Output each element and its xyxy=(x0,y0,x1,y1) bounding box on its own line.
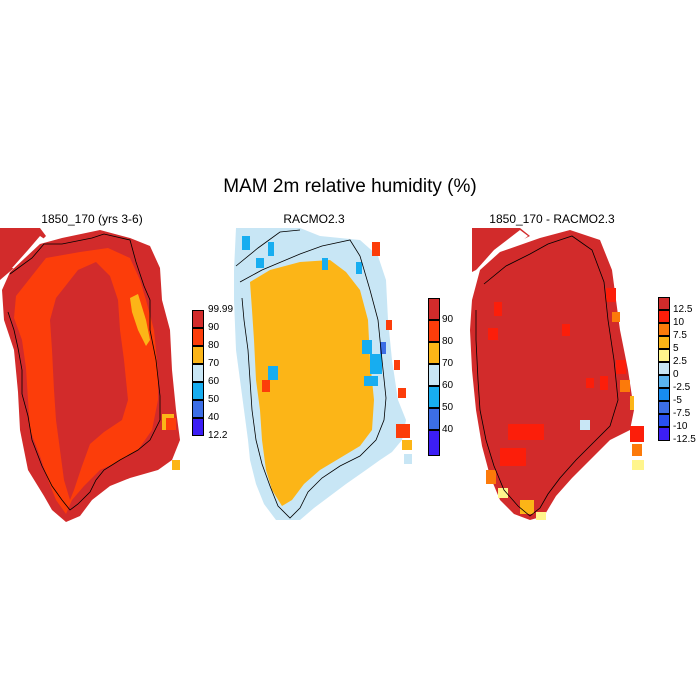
colorbar-3-bin xyxy=(658,388,670,401)
colorbar-2-bin xyxy=(428,342,440,364)
colorbar-1-label: 40 xyxy=(208,412,220,423)
colorbar-1-bin xyxy=(192,310,204,328)
colorbar-2-bin xyxy=(428,320,440,342)
colorbar-3-bin xyxy=(658,310,670,323)
colorbar-1-label: 60 xyxy=(208,376,220,387)
colorbar-2-bin xyxy=(428,298,440,320)
colorbar-3-bin xyxy=(658,427,670,441)
colorbar-2-label: 70 xyxy=(442,358,454,369)
panel-2-map xyxy=(234,228,412,520)
colorbar-2-label: 60 xyxy=(442,380,454,391)
colorbar-3-bin xyxy=(658,362,670,375)
colorbar-1-bin xyxy=(192,382,204,400)
colorbar-3-label: -5 xyxy=(673,395,682,406)
colorbar-3-label: -12.5 xyxy=(673,434,696,445)
colorbar-1-label: 70 xyxy=(208,358,220,369)
colorbar-3-bin xyxy=(658,323,670,336)
colorbar-3-label: 12.5 xyxy=(673,304,693,315)
colorbar-1-label: 80 xyxy=(208,340,220,351)
colorbar-3-bin xyxy=(658,349,670,362)
colorbar-1-label: 12.2 xyxy=(208,430,228,441)
colorbar-3-label: 2.5 xyxy=(673,356,687,367)
colorbar-2-label: 80 xyxy=(442,336,454,347)
colorbar-1-label: 99.99 xyxy=(208,304,234,315)
colorbar-3-bin xyxy=(658,401,670,414)
colorbar-3-label: -2.5 xyxy=(673,382,691,393)
colorbar-3-label: -10 xyxy=(673,421,688,432)
panel-2-title: RACMO2.3 xyxy=(283,212,345,226)
panel-3-map xyxy=(470,228,644,520)
panel-1-map xyxy=(0,228,180,522)
colorbar-2-bin xyxy=(428,408,440,430)
colorbar-1-bin xyxy=(192,400,204,418)
colorbar-3-bin xyxy=(658,297,670,310)
colorbar-3-label: -7.5 xyxy=(673,408,691,419)
colorbar-3-label: 7.5 xyxy=(673,330,687,341)
colorbar-2-label: 90 xyxy=(442,314,454,325)
colorbar-1-bin xyxy=(192,364,204,382)
figure-title: MAM 2m relative humidity (%) xyxy=(223,176,477,197)
colorbar-1-label: 50 xyxy=(208,394,220,405)
panel-3-title: 1850_170 - RACMO2.3 xyxy=(489,212,615,226)
colorbar-2-bin xyxy=(428,386,440,408)
panel-1-title: 1850_170 (yrs 3-6) xyxy=(41,212,143,226)
colorbar-2-label: 40 xyxy=(442,424,454,435)
colorbar-2-bin xyxy=(428,430,440,456)
colorbar-3-bin xyxy=(658,336,670,349)
colorbar-3-label: 0 xyxy=(673,369,679,380)
colorbar-1-bin xyxy=(192,328,204,346)
colorbar-2-bin xyxy=(428,364,440,386)
colorbar-3-label: 10 xyxy=(673,317,685,328)
colorbar-1-bin xyxy=(192,418,204,436)
colorbar-3-label: 5 xyxy=(673,343,679,354)
colorbar-3-bin xyxy=(658,414,670,427)
colorbar-1-bin xyxy=(192,346,204,364)
colorbar-2-label: 50 xyxy=(442,402,454,413)
colorbar-3-bin xyxy=(658,375,670,388)
colorbar-1-label: 90 xyxy=(208,322,220,333)
